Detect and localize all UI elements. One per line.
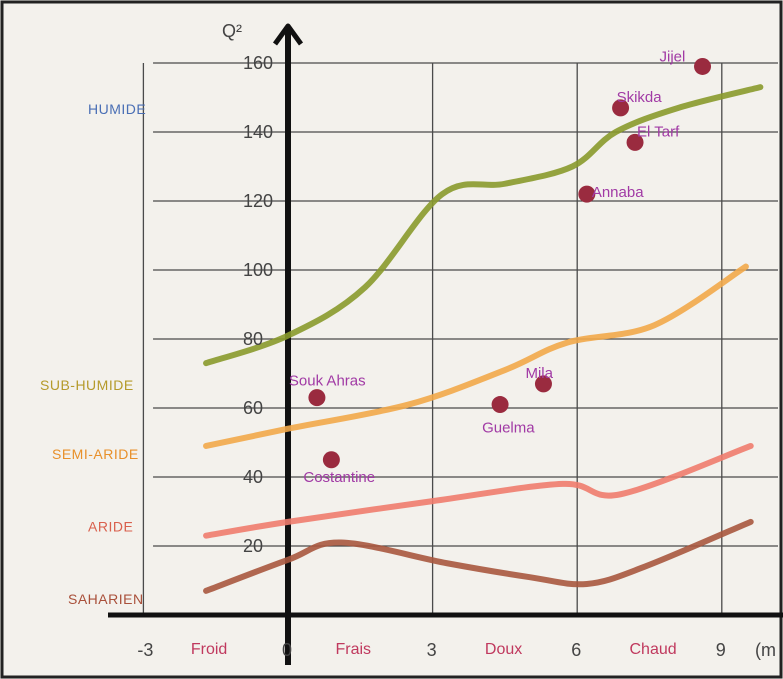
x-category-label: Frais — [335, 641, 371, 658]
city-point — [694, 57, 712, 75]
y-tick-label: 160 — [243, 53, 273, 73]
zone-label: SEMI-ARIDE — [52, 446, 139, 462]
zone-label: SAHARIEN — [68, 591, 144, 607]
city-point — [308, 389, 326, 407]
x-tick-label: 6 — [571, 640, 581, 660]
x-category-label: Froid — [191, 641, 227, 658]
series-line-subhumide-boundary — [203, 263, 749, 449]
y-tick-label: 80 — [243, 329, 263, 349]
city-point — [578, 185, 596, 203]
y-tick-label: 20 — [243, 536, 263, 556]
y-axis-arrowhead — [272, 23, 304, 46]
axis-labels: 20 40 60 80 100 120 140 160 -3 0 3 6 9 Froid Frais Doux… — [137, 21, 776, 660]
city-label: Annaba — [592, 184, 644, 201]
x-tick-label: 9 — [716, 640, 726, 660]
x-tick-label: 0 — [282, 640, 292, 660]
zone-label: HUMIDE — [88, 101, 146, 117]
city-label: Mila — [525, 365, 553, 382]
city-point — [626, 133, 644, 151]
x-tick-label: -3 — [137, 640, 153, 660]
x-category-label: Doux — [485, 641, 522, 658]
city-point — [534, 375, 552, 393]
series-lines — [203, 84, 764, 594]
zone-labels: HUMIDE SUB-HUMIDE SEMI-ARIDE ARIDE SAHARIEN — [40, 101, 146, 607]
city-point — [491, 396, 509, 414]
city-label: Souk Ahras — [289, 373, 366, 390]
city-label: El Tarf — [637, 123, 680, 140]
y-axis-label: Q² — [222, 21, 242, 41]
zone-label: SUB-HUMIDE — [40, 377, 134, 393]
city-point — [612, 99, 630, 117]
city-label: Guelma — [482, 420, 535, 437]
city-point — [322, 451, 340, 469]
city-points: Jijel Skikda El Tarf Annaba Souk Ahras Mila Gu… — [289, 48, 712, 486]
series-line-humide-boundary — [203, 84, 764, 367]
y-tick-label: 60 — [243, 398, 263, 418]
x-category-label: Chaud — [630, 641, 677, 658]
y-tick-label: 140 — [243, 122, 273, 142]
series-line-aride-boundary — [203, 518, 754, 594]
city-label: Skikda — [617, 89, 663, 106]
y-tick-label: 100 — [243, 260, 273, 280]
city-label: Jijel — [660, 48, 686, 65]
zone-label: ARIDE — [88, 518, 133, 534]
y-tick-label: 40 — [243, 467, 263, 487]
x-tick-label: 3 — [427, 640, 437, 660]
y-tick-label: 120 — [243, 191, 273, 211]
series-line-semiaride-boundary — [203, 442, 754, 539]
city-label: Costantine — [303, 469, 375, 486]
x-axis-label: (m — [755, 640, 776, 660]
